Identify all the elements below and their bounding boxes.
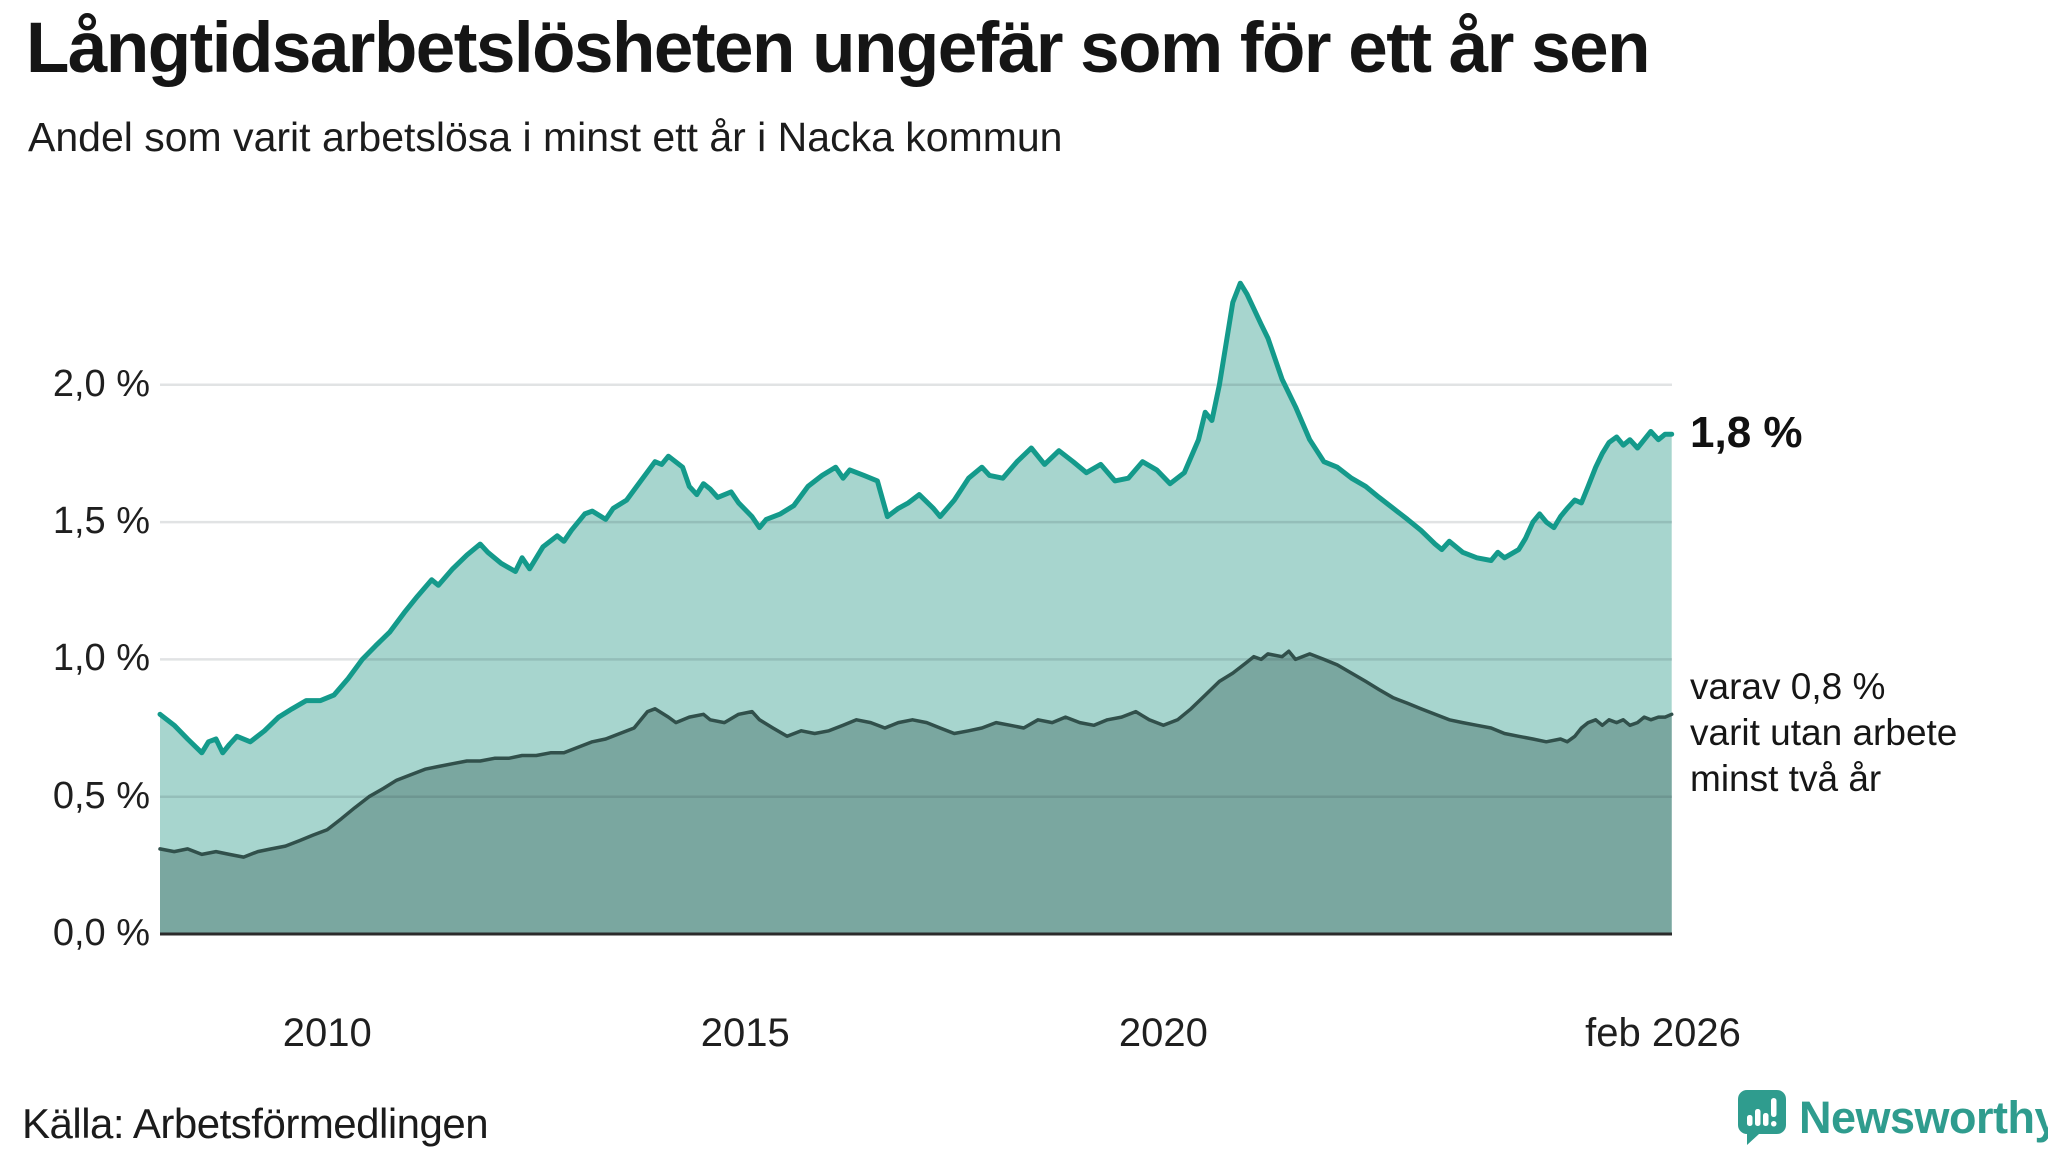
series-2-area bbox=[160, 651, 1672, 934]
x-tick-label: 2020 bbox=[1118, 1011, 1208, 1055]
series1-end-value-label: 1,8 % bbox=[1690, 408, 1803, 457]
series-1-line bbox=[157, 280, 1675, 756]
y-tick-label: 0,0 % bbox=[52, 912, 150, 954]
newsworthy-logo: Newsworthy bbox=[1738, 1090, 2048, 1145]
x-tick-label: 2015 bbox=[700, 1011, 790, 1055]
y-tick-label: 1,0 % bbox=[52, 637, 150, 680]
bar-chart-speech-bubble-icon bbox=[1738, 1090, 1786, 1145]
series2-annotation-line: varav 0,8 % bbox=[1690, 666, 1886, 707]
y-tick-label: 2,0 % bbox=[52, 362, 150, 405]
chart-title: Långtidsarbetslösheten ungefär som för e… bbox=[26, 9, 1650, 88]
series2-annotation: varav 0,8 % varit utan arbete minst två år bbox=[1690, 664, 1957, 802]
y-tick-label: 0,5 % bbox=[52, 774, 150, 817]
series2-annotation-line: minst två år bbox=[1690, 758, 1882, 799]
series2-annotation-line: varit utan arbete bbox=[1690, 712, 1958, 753]
newsworthy-logo-text: Newsworthy bbox=[1799, 1091, 2048, 1143]
y-tick-label: 1,5 % bbox=[52, 500, 150, 543]
x-tick-label: feb 2026 bbox=[1585, 1011, 1741, 1055]
x-tick-label: 2010 bbox=[282, 1011, 372, 1055]
chart-subtitle: Andel som varit arbetslösa i minst ett å… bbox=[28, 114, 1063, 160]
source-caption: Källa: Arbetsförmedlingen bbox=[22, 1100, 489, 1147]
series-2-line bbox=[158, 649, 1674, 859]
